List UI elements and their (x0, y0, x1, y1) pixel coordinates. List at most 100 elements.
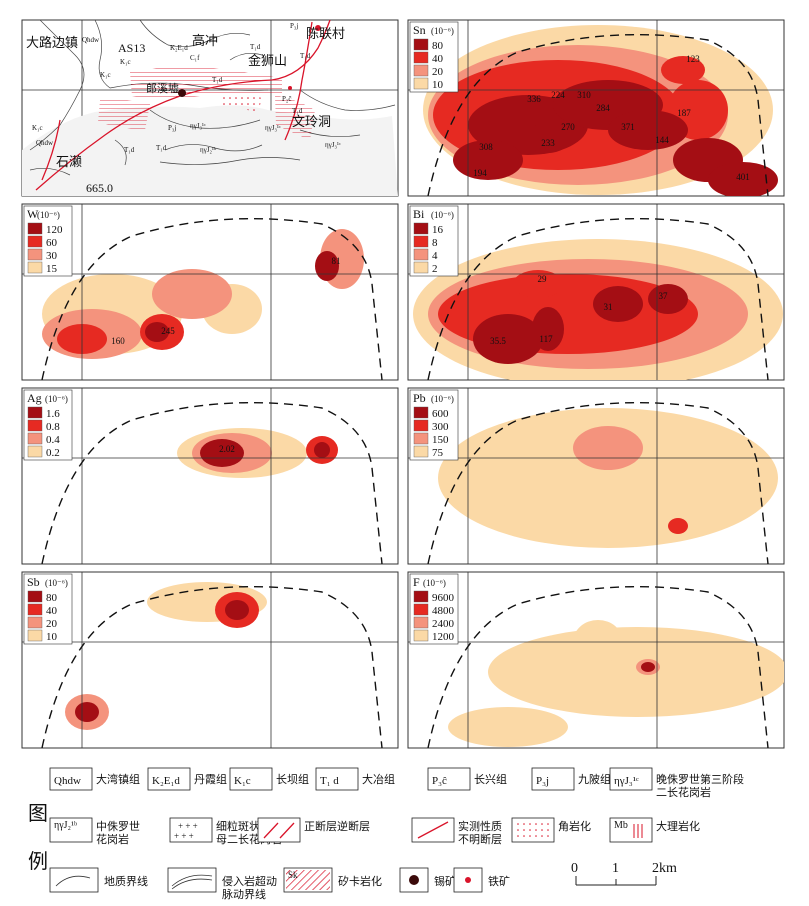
formation-code: ηγJ₂¹ᵇ (200, 146, 217, 154)
granite-boundary (427, 33, 769, 196)
iron-deposit-marker (315, 25, 321, 31)
anomaly-value-label: 308 (479, 142, 493, 152)
place-label: 金狮山 (248, 53, 287, 68)
place-label: 大路边镇 (26, 35, 78, 50)
legend-code: P₃j (536, 775, 549, 787)
anomaly-area (473, 314, 543, 364)
legend-swatch (27, 629, 43, 642)
formation-code: Qhdw (36, 139, 54, 147)
legend-swatch (27, 248, 43, 261)
anomaly-area (608, 110, 688, 150)
granite-boundary (41, 585, 383, 748)
legend-symbol: + + + (178, 821, 198, 831)
legend-value: 0.2 (46, 447, 60, 459)
legend-value: 0.8 (46, 421, 60, 433)
anomaly-value-label: 35.5 (490, 336, 506, 346)
legend-text: 锡矿 (434, 874, 456, 888)
map-legend: 图例 Qhdw 大湾镇组 K₂E₁d 丹霞组 K₁c 长坝组 T₁ d 大冶组 P₃ĉ 长兴组 P₃j… (28, 767, 744, 901)
legend-value: 20 (46, 618, 58, 630)
element-symbol: Bi (413, 207, 425, 221)
legend-text: 矽卡岩化 (338, 874, 382, 888)
formation-code: T₁d (212, 76, 223, 84)
anomaly-area (152, 269, 232, 319)
legend-swatch (413, 406, 429, 419)
unit-label: (10⁻⁶) (37, 210, 60, 220)
legend-value: 0.4 (46, 434, 60, 446)
tin-deposit-marker (178, 89, 186, 97)
scale-label: 0 (571, 861, 578, 876)
anomaly-value-label: 245 (161, 326, 175, 336)
anomaly-value-label: 336 (527, 94, 541, 104)
anomaly-area (661, 56, 705, 84)
legend-code: Qhdw (54, 775, 81, 787)
legend-value: 9600 (432, 592, 455, 604)
legend-value: 10 (46, 631, 58, 643)
anomaly-area (708, 162, 778, 196)
legend-swatch (27, 222, 43, 235)
legend-text: 丹霞组 (194, 772, 227, 786)
legend-swatch (413, 51, 429, 64)
legend-value: 2 (432, 263, 438, 275)
legend-swatch (413, 77, 429, 90)
legend-text: 中侏罗世 (96, 820, 140, 833)
unit-label: (10⁻⁶) (431, 26, 454, 36)
legend-text: 大湾镇组 (96, 772, 140, 786)
formation-code: K₁c (32, 124, 43, 132)
formation-code: K₂E₁d (170, 44, 188, 52)
anomaly-value-label: 81 (332, 256, 341, 266)
anomaly-area (526, 123, 570, 153)
legend-code: Sk (288, 870, 298, 880)
legend-swatch (413, 222, 429, 235)
legend-swatch (27, 235, 43, 248)
legend-value: 15 (46, 263, 58, 275)
legend-value: 8 (432, 237, 438, 249)
legend-text: 不明断层 (458, 832, 502, 846)
anomaly-value-label: 233 (541, 138, 555, 148)
legend-text: 角岩化 (558, 819, 591, 833)
legend-swatch (413, 64, 429, 77)
formation-code: P₃j (290, 22, 298, 30)
anomaly-value-label: 310 (577, 90, 591, 100)
formation-code: T₁d (300, 52, 311, 60)
anomaly-area (448, 707, 568, 747)
legend-value: 1200 (432, 631, 455, 643)
formation-code: C₁f (190, 54, 200, 62)
legend-code: K₁c (234, 775, 251, 787)
legend-swatch (27, 603, 43, 616)
legend-value: 80 (432, 40, 444, 52)
legend-swatch (413, 235, 429, 248)
anomaly-area (315, 251, 339, 281)
legend-text: 大冶组 (362, 772, 395, 786)
legend-title: 例 (28, 850, 48, 873)
legend-text: 花岗岩 (96, 832, 129, 846)
legend-value: 75 (432, 447, 444, 459)
anomaly-area (513, 270, 563, 298)
legend-swatch (413, 261, 429, 274)
legend-swatch (27, 406, 43, 419)
formation-code: ηγJ₃¹ᶜ (190, 122, 206, 130)
legend-text: 九陂组 (578, 772, 611, 786)
anomaly-value-label: 284 (596, 103, 610, 113)
unit-label: (10⁻⁶) (45, 578, 68, 588)
formation-code: P₂ĉ (282, 95, 291, 103)
unit-label: (10⁻⁶) (431, 210, 454, 220)
legend-value: 4 (432, 250, 438, 262)
anomaly-value-label: 144 (655, 135, 669, 145)
legend-title: 图 (28, 803, 48, 825)
legend-swatch (27, 432, 43, 445)
legend-value: 60 (46, 237, 58, 249)
legend-swatch (413, 590, 429, 603)
iron-deposit-marker (288, 86, 292, 90)
anomaly-area (648, 284, 688, 314)
anomaly-area (225, 600, 249, 620)
formation-code: ηγJ₃¹ᶜ (325, 141, 341, 149)
anomaly-value-label: 187 (677, 108, 691, 118)
